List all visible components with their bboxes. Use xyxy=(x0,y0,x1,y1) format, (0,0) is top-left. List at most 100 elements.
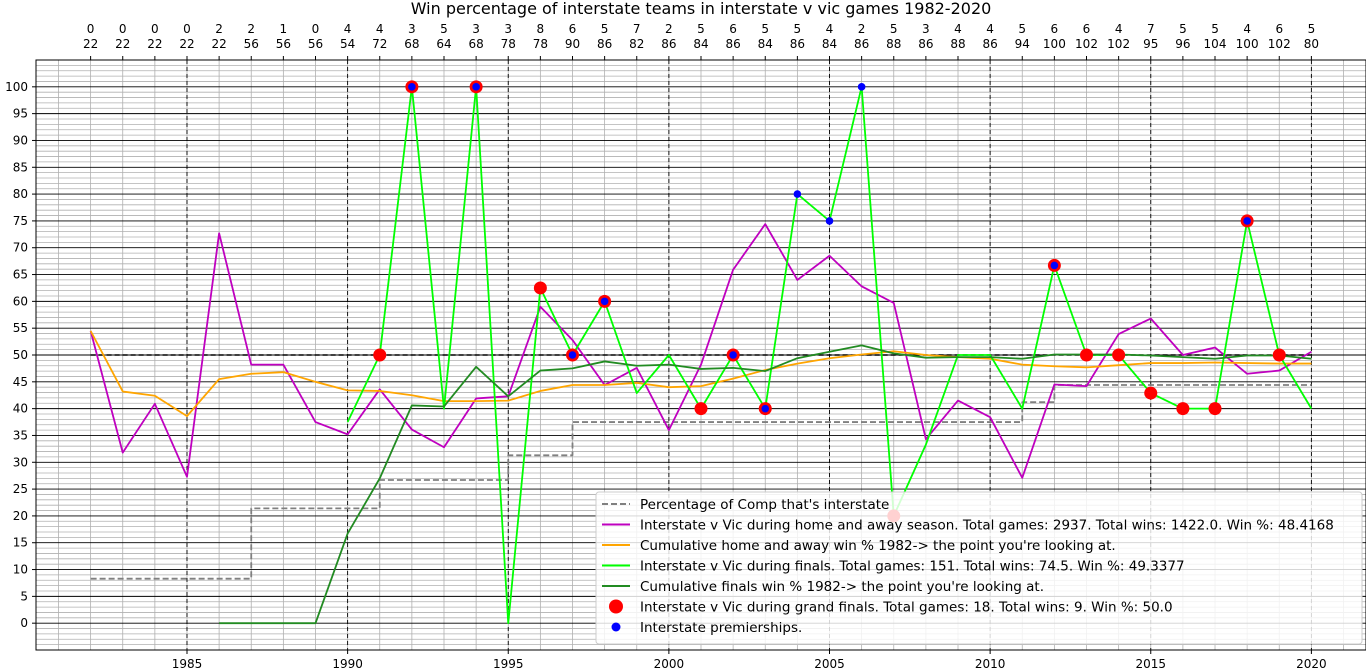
top-label-wins: 3 xyxy=(922,22,930,36)
top-label-games: 102 xyxy=(1075,37,1098,51)
legend-label-4: Cumulative finals win % 1982-> the point… xyxy=(640,579,1044,595)
y-tick-label: 40 xyxy=(13,402,28,416)
grand-final-point xyxy=(1208,402,1222,416)
y-tick-label: 25 xyxy=(13,482,28,496)
legend-label-2: Cumulative home and away win % 1982-> th… xyxy=(640,538,1116,554)
top-label-wins: 6 xyxy=(729,22,737,36)
top-label-wins: 5 xyxy=(440,22,448,36)
top-label-games: 82 xyxy=(629,37,644,51)
top-label-wins: 2 xyxy=(665,22,673,36)
top-label-wins: 5 xyxy=(890,22,898,36)
grand-final-point xyxy=(1112,348,1126,362)
top-label-games: 22 xyxy=(115,37,130,51)
top-label-games: 56 xyxy=(308,37,323,51)
top-label-wins: 4 xyxy=(826,22,834,36)
top-label-games: 80 xyxy=(1304,37,1319,51)
top-label-games: 96 xyxy=(1175,37,1190,51)
y-tick-label: 85 xyxy=(13,160,28,174)
top-label-games: 86 xyxy=(918,37,933,51)
y-tick-label: 30 xyxy=(13,455,28,469)
top-label-wins: 2 xyxy=(858,22,866,36)
top-label-games: 86 xyxy=(854,37,869,51)
top-label-wins: 5 xyxy=(1211,22,1219,36)
top-label-games: 54 xyxy=(340,37,355,51)
top-label-games: 86 xyxy=(982,37,997,51)
top-label-wins: 0 xyxy=(312,22,320,36)
top-label-wins: 3 xyxy=(504,22,512,36)
x-tick-label: 2010 xyxy=(975,657,1006,671)
premiership-point xyxy=(729,351,737,359)
x-tick-label: 2020 xyxy=(1296,657,1327,671)
premiership-point xyxy=(472,83,480,91)
y-tick-label: 90 xyxy=(13,133,28,147)
grand-final-point xyxy=(373,348,387,362)
top-label-wins: 3 xyxy=(472,22,480,36)
x-tick-label: 1990 xyxy=(332,657,363,671)
top-label-wins: 0 xyxy=(119,22,127,36)
y-tick-label: 65 xyxy=(13,268,28,282)
legend-label-3: Interstate v Vic during finals. Total ga… xyxy=(640,559,1185,575)
top-label-wins: 6 xyxy=(1051,22,1059,36)
top-label-games: 88 xyxy=(950,37,965,51)
top-label-wins: 4 xyxy=(1243,22,1251,36)
top-label-games: 22 xyxy=(83,37,98,51)
top-label-wins: 2 xyxy=(215,22,223,36)
top-label-wins: 4 xyxy=(1115,22,1123,36)
top-label-wins: 4 xyxy=(954,22,962,36)
top-label-games: 102 xyxy=(1107,37,1130,51)
y-tick-label: 50 xyxy=(13,348,28,362)
top-label-games: 78 xyxy=(533,37,548,51)
top-label-games: 86 xyxy=(725,37,740,51)
top-label-wins: 6 xyxy=(569,22,577,36)
top-label-games: 22 xyxy=(179,37,194,51)
y-tick-label: 35 xyxy=(13,428,28,442)
top-label-wins: 1 xyxy=(280,22,288,36)
top-label-wins: 0 xyxy=(87,22,95,36)
top-label-games: 95 xyxy=(1143,37,1158,51)
top-label-wins: 5 xyxy=(794,22,802,36)
x-tick-label: 2005 xyxy=(814,657,845,671)
x-tick-label: 1995 xyxy=(493,657,524,671)
x-tick-label: 2000 xyxy=(654,657,685,671)
legend-label-0: Percentage of Comp that's interstate xyxy=(640,497,889,513)
top-label-wins: 3 xyxy=(408,22,416,36)
y-tick-label: 10 xyxy=(13,563,28,577)
grand-final-point xyxy=(1144,386,1158,400)
top-label-games: 102 xyxy=(1268,37,1291,51)
axes: 0510152025303540455055606570758085909510… xyxy=(5,22,1327,671)
grand-final-point xyxy=(1176,402,1190,416)
top-label-wins: 4 xyxy=(344,22,352,36)
top-label-wins: 6 xyxy=(1083,22,1091,36)
top-label-games: 68 xyxy=(468,37,483,51)
legend-label-6: Interstate premierships. xyxy=(640,620,802,636)
legend-box xyxy=(595,491,1363,645)
top-label-games: 22 xyxy=(211,37,226,51)
top-label-wins: 8 xyxy=(537,22,545,36)
y-tick-label: 0 xyxy=(20,616,28,630)
top-label-games: 56 xyxy=(276,37,291,51)
premiership-point xyxy=(857,83,866,91)
y-tick-label: 45 xyxy=(13,375,28,389)
y-tick-label: 55 xyxy=(13,321,28,335)
y-tick-label: 70 xyxy=(13,241,28,255)
y-tick-label: 75 xyxy=(13,214,28,228)
chart-title: Win percentage of interstate teams in in… xyxy=(411,0,992,18)
top-label-wins: 4 xyxy=(986,22,994,36)
top-label-games: 90 xyxy=(565,37,580,51)
top-label-games: 64 xyxy=(436,37,451,51)
premiership-point xyxy=(408,83,416,91)
top-label-games: 88 xyxy=(886,37,901,51)
y-tick-label: 80 xyxy=(13,187,28,201)
top-label-games: 68 xyxy=(404,37,419,51)
top-label-wins: 5 xyxy=(761,22,769,36)
grand-final-point xyxy=(694,402,708,416)
top-label-games: 94 xyxy=(1015,37,1030,51)
top-label-games: 22 xyxy=(147,37,162,51)
top-label-wins: 4 xyxy=(376,22,384,36)
top-label-games: 56 xyxy=(244,37,259,51)
top-label-games: 86 xyxy=(597,37,612,51)
top-label-games: 86 xyxy=(661,37,676,51)
premiership-point xyxy=(825,217,834,225)
top-label-wins: 5 xyxy=(601,22,609,36)
